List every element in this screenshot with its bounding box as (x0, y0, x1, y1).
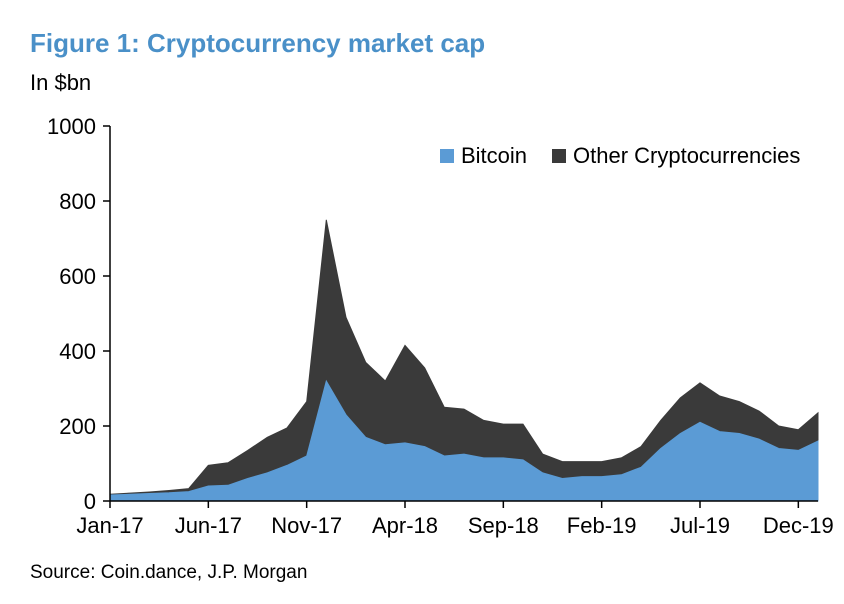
legend-label: Bitcoin (461, 143, 527, 168)
unit-label: In $bn (30, 70, 92, 95)
legend: Bitcoin Other Cryptocurrencies (440, 143, 800, 168)
y-tick-label: 600 (59, 264, 96, 289)
legend-swatch (552, 149, 566, 163)
x-tick-label: Dec-19 (763, 513, 834, 538)
x-tick-label: Jun-17 (175, 513, 242, 538)
y-tick-label: 0 (84, 489, 96, 514)
y-tick-label: 200 (59, 414, 96, 439)
x-tick-label: Apr-18 (372, 513, 438, 538)
x-tick-label: Nov-17 (271, 513, 342, 538)
y-tick-label: 1000 (47, 114, 96, 139)
x-tick-label: Sep-18 (468, 513, 539, 538)
x-tick-label: Jul-19 (670, 513, 730, 538)
y-tick-label: 800 (59, 189, 96, 214)
y-tick-label: 400 (59, 339, 96, 364)
axis-layer: 0 200 400 600 800 1000 Jan-17 Jun-17 Nov-17 Apr-1… (47, 114, 834, 538)
series-layer (109, 219, 819, 502)
legend-swatch (440, 149, 454, 163)
source-note: Source: Coin.dance, J.P. Morgan (30, 562, 308, 583)
x-tick-label: Feb-19 (567, 513, 637, 538)
legend-label: Other Cryptocurrencies (573, 143, 800, 168)
x-tick-label: Jan-17 (76, 513, 143, 538)
chart-title: Figure 1: Cryptocurrency market cap (30, 28, 486, 58)
